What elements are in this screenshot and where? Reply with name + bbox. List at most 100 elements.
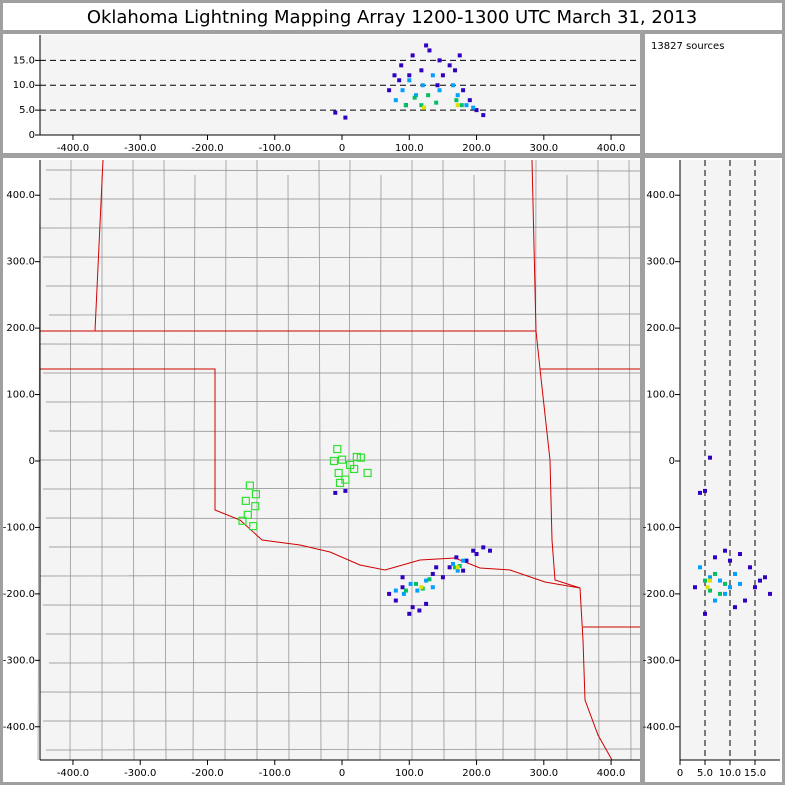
y-tick-label: 200.0 [646,323,675,334]
source [401,591,406,596]
source [453,68,458,73]
source [703,488,707,493]
station [334,468,343,478]
source [708,588,712,593]
source [453,565,458,570]
source [454,98,459,103]
source [451,561,456,566]
station [241,496,250,505]
source [430,73,435,78]
station [333,444,342,454]
source [455,565,460,570]
source [437,58,442,63]
source [481,545,486,550]
y-tick-label: 400.0 [646,190,675,201]
x-tick-label: 0 [677,768,683,779]
y-tick-label: -300.0 [643,655,675,666]
station [335,478,345,488]
source [419,103,424,108]
x-tick-label: 100.0 [395,768,424,779]
source [440,575,445,580]
source [723,591,727,596]
source [422,105,427,110]
source [420,83,425,88]
source [419,585,424,590]
source [728,585,732,590]
source [471,548,476,553]
y-tick-label: 100.0 [646,390,675,401]
source [718,591,722,596]
source [457,53,462,58]
source [403,103,408,108]
source [733,605,737,610]
source [488,548,492,553]
x-tick-label: 15.0 [744,768,766,779]
source [430,571,435,576]
source [410,605,415,610]
source [723,581,727,586]
source [713,571,717,576]
x-tick-label: -400.0 [57,143,89,154]
source [461,88,466,93]
source [437,88,442,93]
source [457,563,462,568]
source [424,578,429,583]
y-tick-label: 400.0 [6,190,35,201]
y-tick-label: 5.0 [19,105,35,116]
station [363,468,372,478]
source [454,555,459,560]
source [393,598,398,603]
y-tick-label: 10.0 [13,80,35,91]
x-tick-label: -100.0 [259,768,291,779]
source [393,98,398,103]
source [693,585,697,590]
source [426,93,431,98]
x-tick-label: -400.0 [57,768,89,779]
y-tick-label: 300.0 [6,257,35,268]
x-tick-label: 300.0 [529,768,558,779]
source [415,588,420,593]
source [471,105,476,110]
x-tick-label: 10.0 [719,768,741,779]
source [455,568,460,573]
source [723,548,727,553]
chart-title: Oklahoma Lightning Mapping Array 1200-13… [87,7,697,28]
station [238,516,247,525]
source [424,43,429,48]
source [397,78,402,83]
source [435,83,440,88]
source [459,103,464,108]
source [399,63,404,68]
x-tick-label: -100.0 [259,143,291,154]
source [412,95,417,100]
y-tick-label: 200.0 [6,323,35,334]
source [708,575,712,580]
y-tick-label: 15.0 [13,55,35,66]
source [333,110,338,115]
source [698,490,702,495]
source [753,585,757,590]
source [713,555,717,560]
source [424,601,429,606]
source [768,591,772,596]
source [738,552,742,557]
source [728,558,732,563]
source [440,73,445,78]
y-tick-label: 0 [29,130,35,141]
source [400,585,405,590]
source [447,565,452,570]
source [708,455,712,460]
station [243,510,252,519]
source [705,585,710,590]
source [407,611,412,616]
source [464,103,469,108]
x-tick-label: 400.0 [597,143,626,154]
source [758,578,762,583]
source [400,88,405,93]
station [350,464,359,474]
source [703,578,707,583]
source [417,608,422,613]
source [343,488,348,493]
